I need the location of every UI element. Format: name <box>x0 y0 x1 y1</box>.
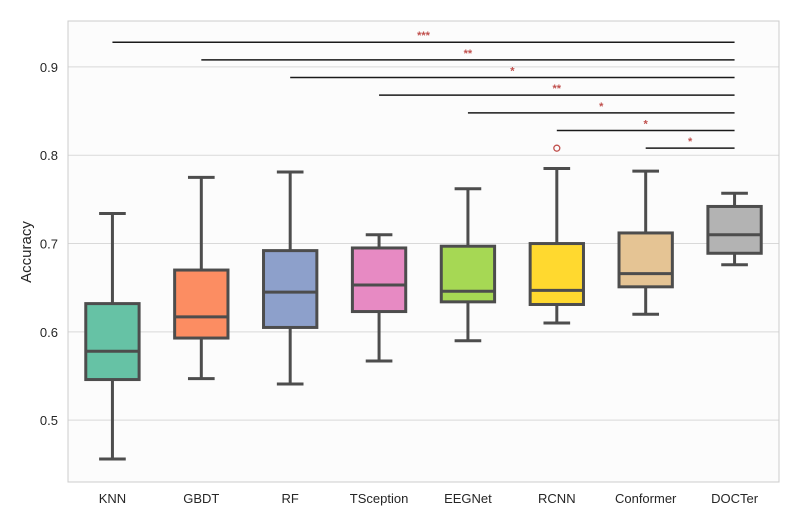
iqr-box <box>439 244 497 304</box>
box-conformer <box>617 169 674 316</box>
iqr-box <box>706 204 763 255</box>
y-tick-labels: 0.5 0.6 0.7 0.8 0.9 <box>40 60 58 428</box>
iqr-box <box>84 302 141 382</box>
x-tick-label: RF <box>282 491 299 506</box>
iqr-box <box>173 268 230 340</box>
significance-bracket: *** <box>112 30 735 43</box>
x-tick-label: RCNN <box>538 491 576 506</box>
significance-bracket: * <box>645 136 735 149</box>
y-tick-label: 0.5 <box>40 413 58 428</box>
significance-bracket: * <box>290 66 735 79</box>
y-axis-label: Accuracy <box>18 221 35 283</box>
significance-label: * <box>599 101 604 113</box>
x-tick-labels: KNN GBDT RF TSception EEGNet RCNN Conformer DOC… <box>99 491 759 506</box>
iqr-box <box>528 242 585 306</box>
significance-brackets: *********** <box>112 30 735 149</box>
significance-label: ** <box>464 48 473 60</box>
box-tsception <box>350 233 408 363</box>
box-eegnet <box>439 187 497 343</box>
box-gbdt <box>173 175 230 381</box>
x-tick-label: Conformer <box>615 491 677 506</box>
y-tick-label: 0.7 <box>40 237 58 252</box>
plot-frame <box>67 20 780 483</box>
significance-label: * <box>644 119 649 131</box>
y-tick-label: 0.6 <box>40 325 58 340</box>
significance-bracket: * <box>556 119 735 132</box>
significance-label: * <box>510 66 515 78</box>
y-tick-label: 0.8 <box>40 148 58 163</box>
x-tick-label: DOCTer <box>711 491 759 506</box>
box-docter <box>706 191 763 267</box>
iqr-box <box>617 231 674 289</box>
box-rf <box>262 170 319 386</box>
x-tick-label: GBDT <box>183 491 219 506</box>
x-tick-label: EEGNet <box>444 491 492 506</box>
y-tick-label: 0.9 <box>40 60 58 75</box>
iqr-box <box>262 249 319 329</box>
outlier-point <box>553 144 561 152</box>
significance-bracket: * <box>467 101 735 114</box>
significance-bracket: ** <box>379 83 735 96</box>
x-tick-label: KNN <box>99 491 126 506</box>
boxes <box>84 144 763 461</box>
significance-label: * <box>688 136 693 148</box>
x-tick-label: TSception <box>350 491 409 506</box>
significance-label: *** <box>417 30 431 42</box>
significance-bracket: ** <box>201 48 735 61</box>
iqr-box <box>350 246 408 314</box>
box-rcnn <box>528 144 585 325</box>
box-knn <box>84 212 141 461</box>
significance-label: ** <box>553 83 562 95</box>
